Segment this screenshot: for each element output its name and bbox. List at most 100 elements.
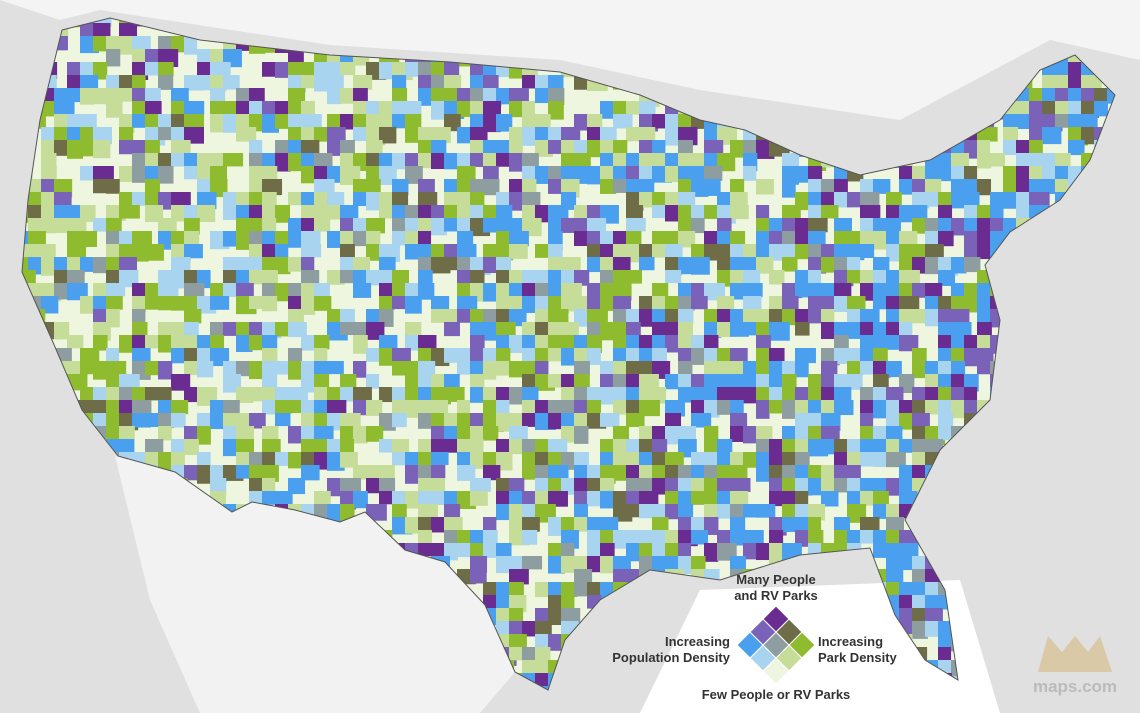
- county: [756, 257, 774, 274]
- county: [366, 400, 383, 416]
- county: [262, 62, 280, 77]
- county: [652, 348, 667, 365]
- county: [314, 127, 331, 142]
- county: [574, 205, 591, 219]
- county: [171, 101, 188, 116]
- county: [1042, 153, 1059, 170]
- county: [1029, 192, 1050, 208]
- county: [561, 257, 581, 273]
- county: [912, 309, 926, 324]
- county: [288, 49, 304, 65]
- county: [1003, 140, 1020, 156]
- county: [587, 400, 602, 417]
- county: [821, 400, 835, 416]
- county: [704, 179, 721, 196]
- county: [145, 88, 161, 105]
- county: [730, 387, 746, 401]
- county: [925, 361, 940, 376]
- county: [470, 205, 485, 219]
- county: [951, 153, 970, 170]
- county: [535, 296, 551, 311]
- county: [184, 309, 202, 324]
- county: [444, 114, 461, 132]
- county: [912, 348, 927, 365]
- county: [509, 244, 528, 259]
- county: [548, 205, 569, 219]
- county: [1081, 127, 1095, 145]
- county: [41, 153, 57, 170]
- county: [522, 556, 543, 570]
- county: [626, 231, 642, 248]
- county: [691, 335, 707, 351]
- county: [145, 179, 160, 193]
- county: [483, 543, 498, 558]
- county: [197, 452, 211, 466]
- county: [119, 257, 137, 274]
- county: [470, 374, 485, 388]
- county: [691, 413, 712, 428]
- county: [925, 400, 940, 415]
- county: [925, 582, 939, 596]
- county: [22, 257, 32, 273]
- county: [1042, 88, 1058, 104]
- county: [639, 101, 656, 115]
- county: [522, 400, 538, 417]
- county: [496, 361, 512, 376]
- county: [301, 244, 322, 258]
- county: [184, 127, 205, 144]
- county: [977, 153, 992, 169]
- county: [288, 348, 303, 363]
- county: [288, 426, 302, 444]
- county: [210, 49, 227, 65]
- county: [743, 361, 759, 375]
- county: [639, 348, 656, 364]
- county: [80, 387, 95, 402]
- county: [977, 296, 991, 313]
- county: [808, 387, 823, 404]
- county: [899, 179, 917, 195]
- county: [249, 179, 263, 195]
- county: [730, 413, 748, 427]
- county: [899, 322, 913, 338]
- county: [119, 23, 138, 39]
- county: [106, 348, 120, 363]
- county: [535, 400, 550, 415]
- county: [314, 283, 330, 300]
- county: [431, 153, 446, 170]
- county: [353, 387, 372, 404]
- county: [288, 114, 302, 131]
- county: [522, 153, 539, 171]
- county: [197, 426, 211, 445]
- county: [275, 153, 291, 172]
- county: [301, 140, 320, 154]
- county: [977, 179, 992, 196]
- county: [392, 296, 409, 310]
- county: [80, 296, 94, 314]
- county: [574, 231, 590, 247]
- county: [93, 296, 110, 311]
- county: [171, 400, 189, 415]
- county: [574, 361, 590, 376]
- county: [210, 166, 228, 182]
- county: [691, 283, 705, 297]
- county: [379, 348, 393, 366]
- county: [626, 179, 642, 196]
- county: [418, 335, 437, 353]
- county: [834, 179, 848, 193]
- county: [54, 322, 70, 340]
- mexico: [115, 456, 515, 713]
- county: [314, 153, 333, 170]
- county: [561, 608, 581, 623]
- county: [119, 88, 135, 102]
- county: [730, 504, 745, 519]
- county: [652, 517, 669, 531]
- county: [899, 335, 919, 352]
- county: [847, 257, 861, 274]
- county: [301, 166, 316, 184]
- county: [678, 192, 696, 206]
- county: [275, 205, 291, 223]
- county: [977, 244, 993, 260]
- county: [158, 322, 172, 339]
- county: [301, 101, 316, 115]
- county: [756, 543, 772, 561]
